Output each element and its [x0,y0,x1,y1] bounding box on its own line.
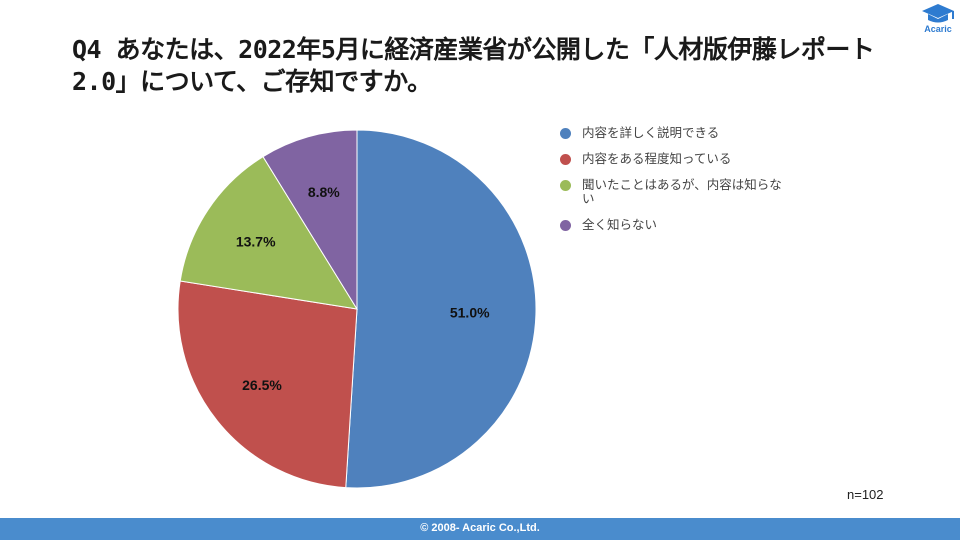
pie-slice-1 [345,129,537,489]
pie-slice-2 [177,280,358,489]
legend-swatch [560,128,571,139]
legend-swatch [560,220,571,231]
pie-data-label-2: 26.5% [242,377,282,393]
legend-swatch [560,154,571,165]
pie-data-label-3: 13.7% [236,234,276,250]
pie-slice-4 [262,129,358,311]
legend-item-2: 内容をある程度知っている [558,152,798,166]
legend-swatch [560,180,571,191]
logo-wordmark: Acaric [924,24,952,34]
acaric-logo: Acaric [918,2,958,36]
legend-label: 内容を詳しく説明できる [582,125,720,140]
legend-label: 聞いたことはあるが、内容は知らない [582,177,782,206]
legend-label: 内容をある程度知っている [582,151,732,166]
pie-slice-3 [179,155,358,310]
legend-item-3: 聞いたことはあるが、内容は知らない [558,178,798,206]
pie-data-label-1: 51.0% [450,305,490,321]
pie-data-label-4: 8.8% [308,184,340,200]
copyright-text: © 2008- Acaric Co.,Ltd. [420,522,540,534]
legend-label: 全く知らない [582,217,658,232]
chart-legend: 内容を詳しく説明できる 内容をある程度知っている聞いたことはあるが、内容は知らない… [558,126,798,244]
legend-item-1: 内容を詳しく説明できる [558,126,798,140]
graduation-cap-icon [922,4,954,23]
question-title: Q4 あなたは、2022年5月に経済産業省が公開した「人材版伊藤レポート 2.0… [72,35,875,96]
footer-bar: © 2008- Acaric Co.,Ltd. [0,518,960,540]
sample-size-note: n=102 [847,487,884,502]
legend-item-4: 全く知らない [558,218,798,232]
